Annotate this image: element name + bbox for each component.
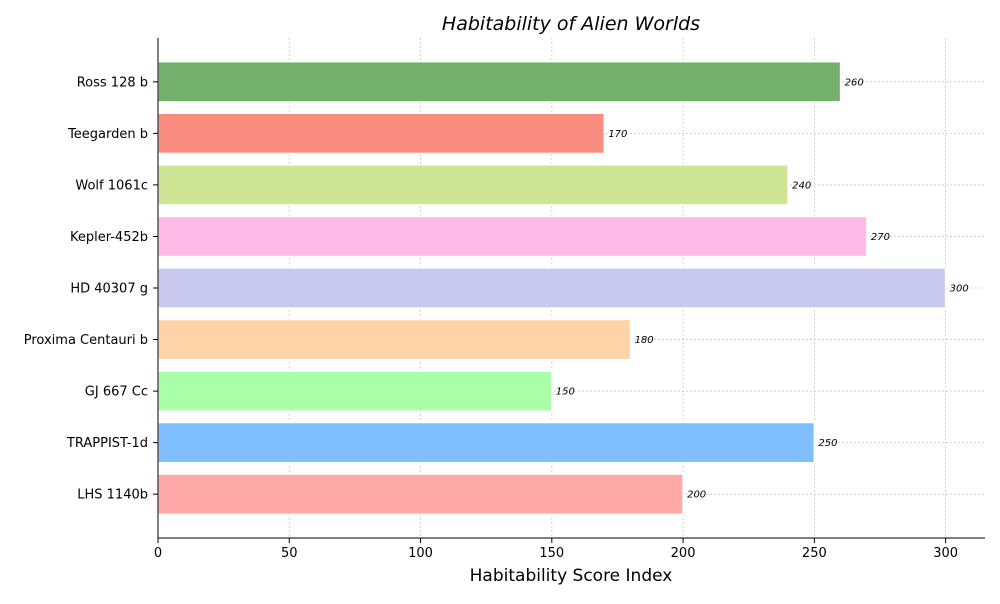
bar [157, 473, 684, 516]
chart-title: Habitability of Alien Worlds [442, 13, 700, 35]
bar [157, 370, 553, 412]
bar [157, 60, 842, 103]
x-tick-label: 250 [802, 546, 827, 561]
category-label: Teegarden b [67, 127, 148, 142]
x-tick-label: 300 [933, 546, 958, 561]
x-tick-label: 150 [539, 546, 564, 561]
category-label: LHS 1140b [77, 488, 148, 503]
bar [157, 215, 868, 258]
value-label: 240 [792, 180, 811, 191]
bar [157, 318, 632, 361]
value-label: 200 [687, 490, 706, 501]
category-label: Kepler-452b [70, 230, 148, 245]
labels: 0 50 100 150 200 250 300 LHS 1140b 200 TRAPPIST-1… [24, 75, 969, 561]
x-tick-label: 200 [671, 546, 696, 561]
value-label: 180 [635, 335, 654, 346]
category-label: Ross 128 b [77, 75, 148, 90]
x-tick-label: 0 [154, 546, 162, 561]
category-label: HD 40307 g [70, 282, 148, 297]
bars [157, 60, 947, 516]
value-label: 250 [818, 438, 837, 449]
bar [157, 421, 816, 464]
bar [157, 164, 789, 206]
value-label: 260 [845, 77, 864, 88]
x-tick-label: 100 [408, 546, 433, 561]
x-tick-label: 50 [281, 546, 298, 561]
bar [157, 112, 606, 155]
category-label: Proxima Centauri b [24, 333, 148, 348]
value-label: 300 [950, 284, 969, 295]
category-label: Wolf 1061c [75, 178, 148, 193]
bar [157, 267, 947, 309]
category-label: TRAPPIST-1d [66, 436, 148, 451]
x-axis-label: Habitability Score Index [470, 566, 673, 586]
value-label: 170 [608, 129, 627, 140]
category-label: GJ 667 Cc [85, 385, 148, 400]
value-label: 150 [556, 387, 575, 398]
value-label: 270 [871, 232, 890, 243]
